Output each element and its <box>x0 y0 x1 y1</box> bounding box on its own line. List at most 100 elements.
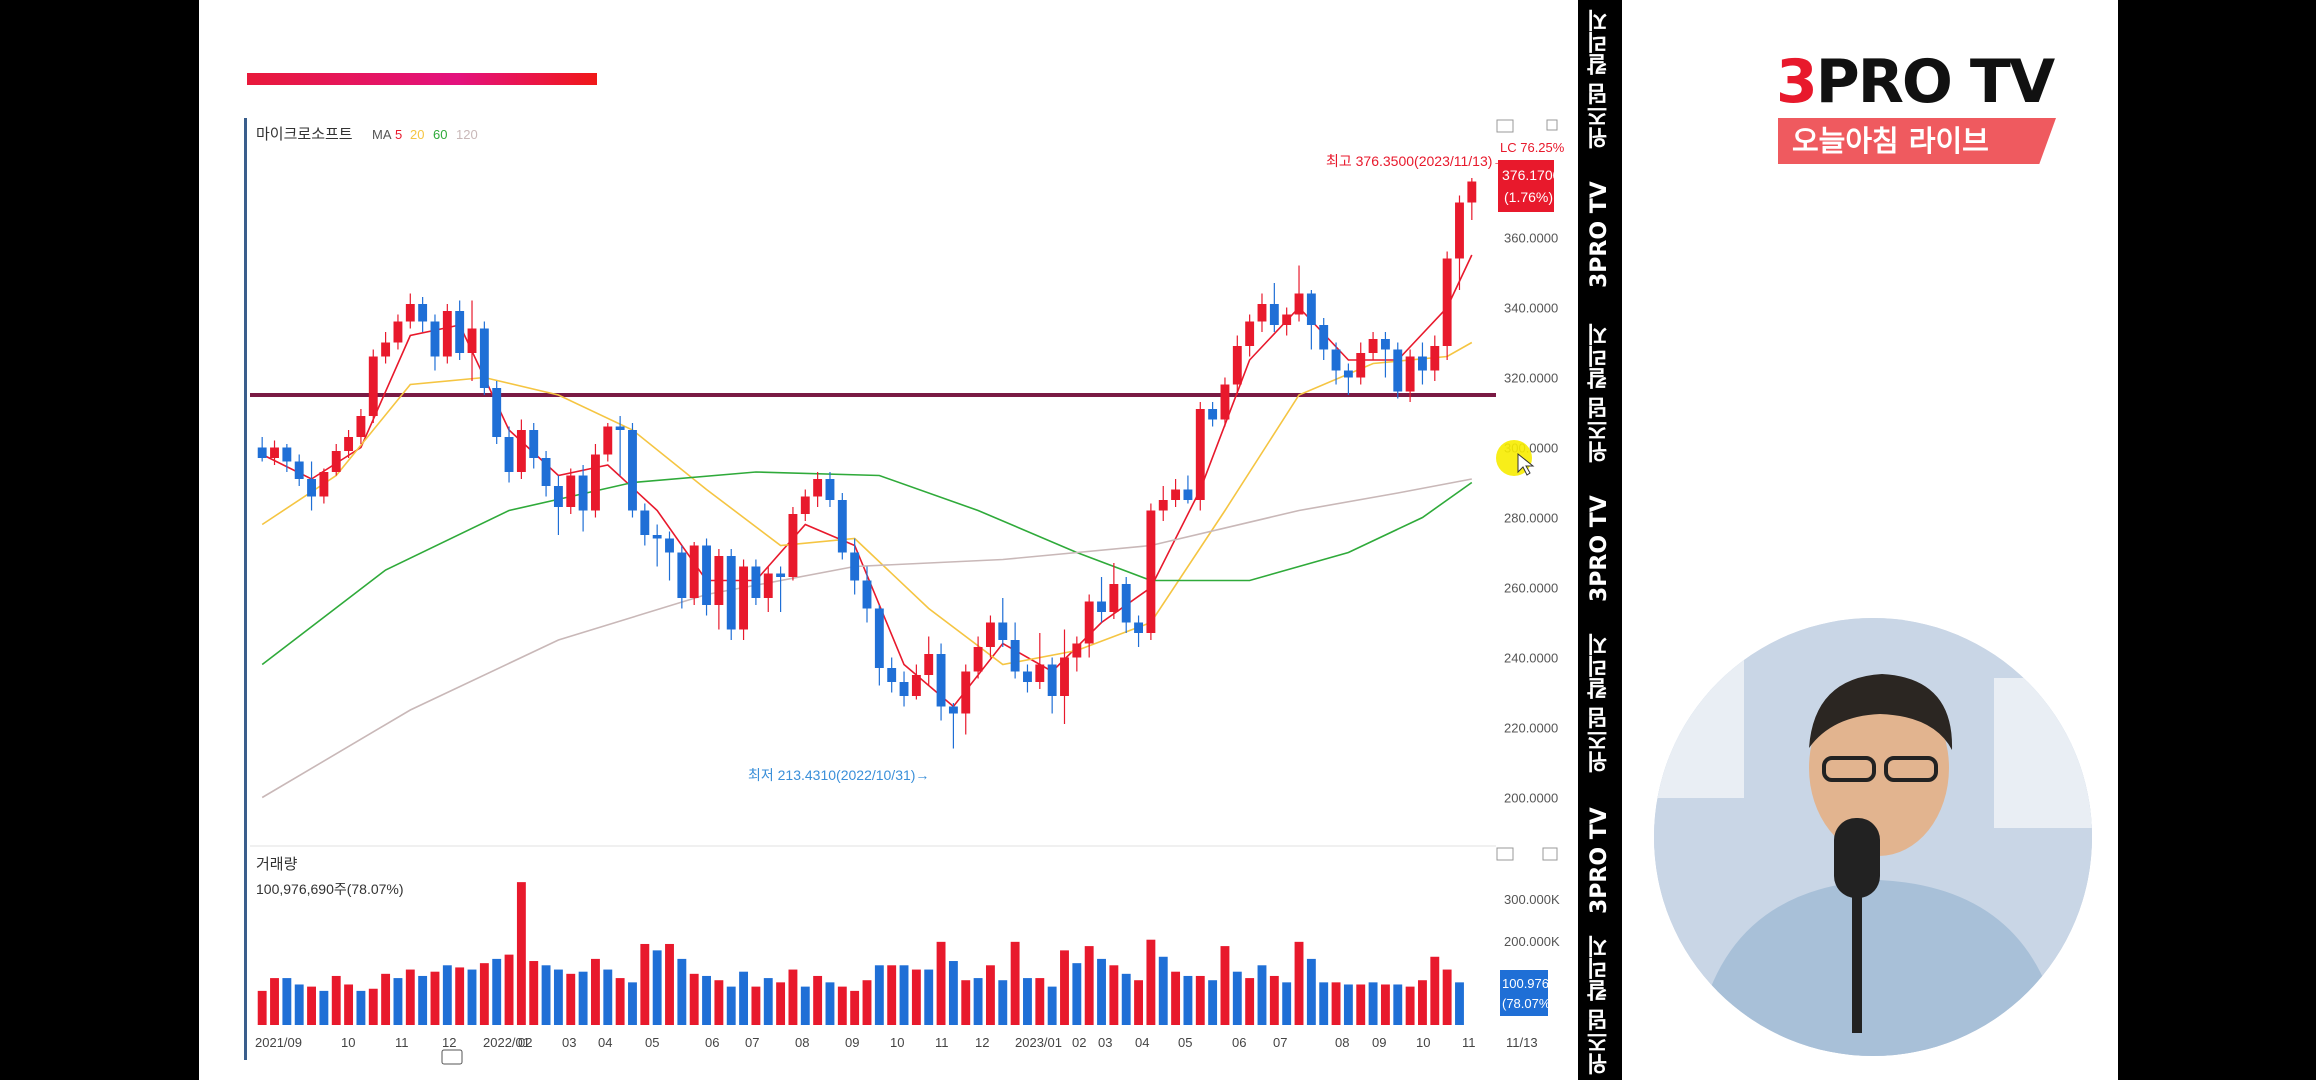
volume-bar <box>615 978 625 1025</box>
volume-bar <box>1121 973 1131 1025</box>
video-camera-icon[interactable] <box>441 1049 463 1065</box>
candle <box>1442 251 1452 360</box>
volume-bar <box>1331 982 1341 1025</box>
candle <box>1035 633 1045 689</box>
candle-body <box>1047 664 1057 696</box>
candle-body <box>467 328 477 353</box>
chart-settings-icon[interactable] <box>1496 119 1514 133</box>
candle-body <box>381 342 391 357</box>
candle <box>985 615 995 658</box>
chart-maximize-icon[interactable] <box>1546 119 1558 131</box>
candle-body <box>776 573 786 577</box>
candle <box>874 605 884 686</box>
candle <box>899 671 909 707</box>
volume-bar <box>368 988 378 1025</box>
time-tick: 08 <box>1335 1035 1349 1050</box>
candle <box>887 657 897 693</box>
volume-bar <box>541 965 551 1025</box>
current-price-box <box>1498 160 1554 212</box>
volume-bar <box>689 973 699 1025</box>
volume-bar <box>887 965 897 1025</box>
candle <box>1319 318 1329 360</box>
candle-body <box>455 311 465 353</box>
time-tick: 06 <box>705 1035 719 1050</box>
candle-body <box>677 552 687 598</box>
volume-settings-icon[interactable] <box>1496 847 1514 861</box>
brand-logo: 3PRO TV <box>1776 47 2055 117</box>
volume-bar <box>1442 969 1452 1025</box>
volume-bar <box>936 941 946 1025</box>
candle <box>973 636 983 679</box>
candle-body <box>763 573 773 598</box>
time-tick: 04 <box>1135 1035 1149 1050</box>
low-annotation: 최저 213.4310(2022/10/31)→ <box>748 767 929 783</box>
candle-body <box>1121 584 1131 623</box>
volume-bar <box>1183 975 1193 1025</box>
candle-body <box>1294 293 1304 315</box>
candle <box>1121 577 1131 633</box>
volume-bar <box>307 986 316 1025</box>
volume-bar <box>628 982 637 1025</box>
candle-body <box>850 552 860 581</box>
volume-bar <box>776 982 786 1025</box>
volume-current: 100.976K <box>1502 976 1558 991</box>
candle-body <box>1023 671 1032 682</box>
volume-bar <box>1306 958 1316 1025</box>
candle <box>516 419 526 479</box>
volume-bar <box>1060 950 1069 1025</box>
volume-bar <box>578 971 588 1025</box>
time-tick: 07 <box>745 1035 759 1050</box>
time-tick: 06 <box>1232 1035 1246 1050</box>
candle-body <box>751 566 761 598</box>
candle-body <box>1257 304 1267 322</box>
candle-body <box>1467 181 1477 203</box>
volume-bar <box>603 969 613 1025</box>
time-tick: 07 <box>1273 1035 1287 1050</box>
ma-line-60 <box>261 471 1473 666</box>
candle-body <box>1220 384 1230 420</box>
volume-bar <box>1393 984 1403 1025</box>
volume-current-pct: (78.07%) <box>1502 996 1555 1011</box>
volume-bar <box>356 990 366 1025</box>
volume-bar <box>652 950 662 1025</box>
candle <box>591 444 600 518</box>
candle-body <box>1072 643 1082 658</box>
candle-body <box>862 580 872 609</box>
candles <box>257 178 1477 749</box>
candle-body <box>813 479 823 497</box>
time-tick: 05 <box>645 1035 659 1050</box>
time-tick: 12 <box>975 1035 989 1050</box>
candle <box>640 503 650 546</box>
volume-bar <box>504 954 514 1025</box>
time-tick: 2023/01 <box>1015 1035 1062 1050</box>
candle-body <box>899 682 909 696</box>
volume-bar <box>998 980 1008 1025</box>
candle-body <box>689 545 699 598</box>
presenter-webcam <box>1654 618 2092 1056</box>
volume-bar <box>1097 958 1106 1025</box>
volume-bar <box>726 986 736 1025</box>
candle-body <box>1455 202 1464 259</box>
ribbon-text-2: 3PRO TV <box>1587 181 1612 289</box>
candle <box>492 381 502 444</box>
ribbon-text-3: 위즈덤 칼리지 <box>1587 323 1612 463</box>
candle-body <box>1380 339 1390 350</box>
ribbon-text-4: 3PRO TV <box>1587 495 1612 603</box>
candle-body <box>1010 640 1020 672</box>
candle-body <box>615 426 625 430</box>
price-tick: 240.0000 <box>1504 651 1558 666</box>
candle <box>652 524 662 567</box>
candle-body <box>973 647 983 672</box>
price-axis: 360.0000340.0000320.0000300.0000280.0000… <box>1504 231 1558 806</box>
candle <box>1097 577 1106 623</box>
volume-maximize-icon[interactable] <box>1542 847 1558 861</box>
ma-legend-5: 5 <box>395 127 402 142</box>
volume-bar <box>640 943 650 1025</box>
ma-legend-120: 120 <box>456 127 478 142</box>
candle-body <box>652 535 662 539</box>
candle-body <box>665 538 674 553</box>
volume-bar <box>800 986 810 1025</box>
candle-body <box>726 556 736 630</box>
candle-body <box>294 461 304 479</box>
candle <box>1195 402 1205 511</box>
